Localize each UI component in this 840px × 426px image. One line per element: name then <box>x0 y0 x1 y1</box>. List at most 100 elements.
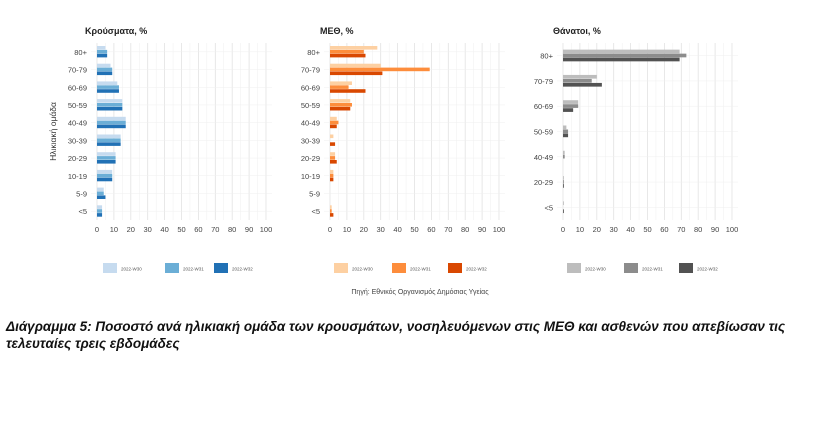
x-tick-label: 50 <box>410 225 418 234</box>
y-tick-label: 40-49 <box>68 119 87 128</box>
chart-title: ΜΕΘ, % <box>320 26 354 36</box>
bar-2022-w30-40-49 <box>330 116 337 121</box>
chart-title: Θάνατοι, % <box>553 26 601 36</box>
bar-2022-w31-20-29 <box>563 180 564 184</box>
bar-2022-w30-80 <box>330 46 378 50</box>
x-tick-label: 20 <box>360 225 368 234</box>
bar-2022-w31-50-59 <box>97 103 123 107</box>
x-tick-label: 80 <box>461 225 469 234</box>
x-tick-label: 0 <box>561 225 565 234</box>
bar-2022-w30-5 <box>97 205 103 209</box>
bar-2022-w32-50-59 <box>563 133 569 138</box>
bar-2022-w31-40-49 <box>330 120 339 125</box>
legend-label-2022-w30: 2022-W30 <box>585 267 606 272</box>
bar-2022-w30-20-29 <box>97 152 116 156</box>
bar-2022-w31-60-69 <box>563 104 579 108</box>
bar-2022-w32-80 <box>330 53 366 58</box>
bar-2022-w32-60-69 <box>97 89 119 93</box>
y-tick-label: 60-69 <box>534 102 553 111</box>
bar-2022-w30-60-69 <box>97 81 118 86</box>
x-tick-label: 70 <box>677 225 685 234</box>
bar-2022-w30-5-9 <box>97 187 104 192</box>
bar-2022-w32-10-19 <box>330 177 334 182</box>
bar-2022-w30-40-49 <box>97 116 126 121</box>
bar-2022-w30-60-69 <box>330 81 352 86</box>
y-tick-label: 20-29 <box>534 178 553 187</box>
bar-2022-w30-70-79 <box>97 63 111 68</box>
bar-2022-w31-80 <box>330 49 364 54</box>
legend-swatch-2022-w31 <box>165 263 179 273</box>
figure-caption: Διάγραμμα 5: Ποσοστό ανά ηλικιακή ομάδα … <box>6 319 786 351</box>
bar-2022-w32-5 <box>563 209 564 214</box>
bar-2022-w32-60-69 <box>330 89 366 93</box>
bar-2022-w31-20-29 <box>97 156 116 160</box>
bar-2022-w31-5 <box>97 209 103 213</box>
bar-2022-w31-5-9 <box>97 191 104 196</box>
y-tick-label: 5-9 <box>76 189 87 198</box>
bar-2022-w31-50-59 <box>330 103 352 107</box>
bar-2022-w30-10-19 <box>330 169 334 174</box>
legend-label-2022-w32: 2022-W32 <box>697 267 718 272</box>
bar-2022-w31-70-79 <box>330 67 430 72</box>
bar-2022-w30-70-79 <box>563 74 597 79</box>
y-tick-label: 50-59 <box>68 101 87 110</box>
x-tick-label: 90 <box>245 225 253 234</box>
bar-2022-w32-20-29 <box>330 159 337 164</box>
bar-2022-w31-70-79 <box>563 78 592 83</box>
bar-2022-w31-40-49 <box>563 154 565 159</box>
y-tick-label: 80+ <box>540 52 553 61</box>
x-tick-label: 40 <box>393 225 401 234</box>
x-tick-label: 30 <box>144 225 152 234</box>
y-axis-label: Ηλικιακή ομάδα <box>48 102 58 161</box>
legend-swatch-2022-w30 <box>567 263 581 273</box>
legend-label-2022-w30: 2022-W30 <box>352 267 373 272</box>
x-tick-label: 60 <box>194 225 202 234</box>
bar-2022-w30-5 <box>563 201 564 206</box>
bar-2022-w30-30-39 <box>97 134 121 139</box>
x-tick-label: 80 <box>228 225 236 234</box>
x-tick-label: 60 <box>660 225 668 234</box>
x-tick-label: 20 <box>593 225 601 234</box>
y-tick-label: 10-19 <box>301 172 320 181</box>
y-tick-label: <5 <box>78 207 87 216</box>
bar-2022-w31-20-29 <box>330 156 336 160</box>
x-tick-label: 20 <box>127 225 135 234</box>
y-tick-label: 10-19 <box>68 172 87 181</box>
bar-2022-w30-20-29 <box>330 152 336 156</box>
chart-1: Κρούσματα, % 80+ 70-79 60-69 50-59 40-49 30-39… <box>48 26 272 273</box>
bar-2022-w32-10-19 <box>97 177 113 182</box>
y-tick-label: 50-59 <box>534 128 553 137</box>
charts-canvas: Κρούσματα, % 80+ 70-79 60-69 50-59 40-49 30-39… <box>48 26 738 273</box>
y-tick-label: 30-39 <box>68 136 87 145</box>
legend-swatch-2022-w30 <box>103 263 117 273</box>
x-tick-label: 90 <box>478 225 486 234</box>
bar-2022-w32-60-69 <box>563 108 574 112</box>
bar-2022-w30-70-79 <box>330 63 381 68</box>
bar-2022-w32-30-39 <box>97 142 121 146</box>
x-tick-label: 50 <box>177 225 185 234</box>
y-tick-label: 20-29 <box>68 154 87 163</box>
x-tick-label: 40 <box>160 225 168 234</box>
bar-2022-w31-60-69 <box>97 85 119 89</box>
bar-2022-w32-70-79 <box>97 71 113 76</box>
x-tick-label: 30 <box>377 225 385 234</box>
bar-2022-w31-70-79 <box>97 67 113 72</box>
bar-2022-w30-20-29 <box>563 176 564 180</box>
x-tick-label: 10 <box>343 225 351 234</box>
bar-2022-w30-50-59 <box>97 99 123 103</box>
y-tick-label: 70-79 <box>301 66 320 75</box>
bar-2022-w32-70-79 <box>330 71 383 76</box>
x-tick-label: 70 <box>211 225 219 234</box>
bar-2022-w30-40-49 <box>563 150 565 155</box>
bar-2022-w32-50-59 <box>330 106 351 111</box>
y-tick-label: 20-29 <box>301 154 320 163</box>
y-tick-label: 80+ <box>307 48 320 57</box>
bar-2022-w32-20-29 <box>97 159 116 164</box>
legend-swatch-2022-w31 <box>624 263 638 273</box>
x-tick-label: 30 <box>610 225 618 234</box>
chart-3: Θάνατοι, % 80+ 70-79 60-69 50-59 40-49 20-29 <5… <box>534 26 738 273</box>
bar-2022-w31-10-19 <box>330 173 334 178</box>
bar-2022-w32-30-39 <box>330 142 336 146</box>
bar-2022-w32-5 <box>330 213 334 217</box>
legend-swatch-2022-w32 <box>214 263 228 273</box>
